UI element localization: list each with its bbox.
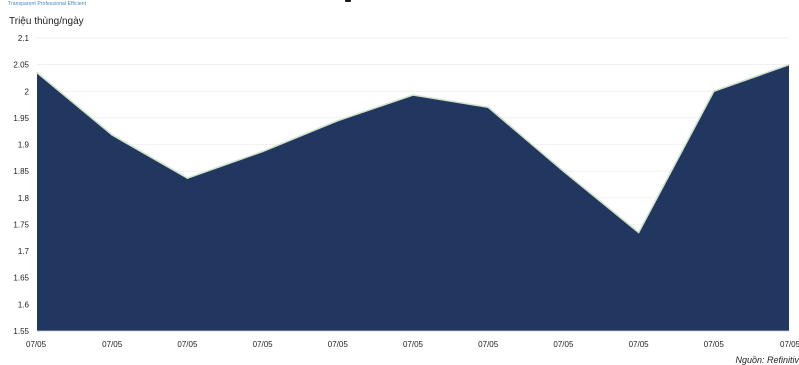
x-tick-label: 07/05 bbox=[102, 340, 123, 349]
source-note: Nguồn: Refinitiv bbox=[735, 355, 799, 365]
data-point bbox=[713, 90, 715, 93]
y-tick-label: 1.75 bbox=[13, 220, 29, 229]
y-tick-label: 1.55 bbox=[13, 327, 29, 336]
x-tick-label: 07/05 bbox=[780, 340, 799, 349]
y-tick-label: 2 bbox=[25, 87, 30, 96]
data-point bbox=[111, 134, 113, 136]
y-tick-label: 1.8 bbox=[18, 194, 30, 203]
y-tick-label: 1.6 bbox=[18, 300, 30, 309]
data-point bbox=[487, 106, 490, 109]
data-point bbox=[261, 150, 264, 153]
data-point bbox=[788, 63, 790, 66]
data-point bbox=[637, 231, 640, 234]
y-tick-label: 2.05 bbox=[13, 61, 29, 70]
data-point bbox=[562, 170, 565, 172]
x-tick-label: 07/05 bbox=[704, 340, 725, 349]
x-tick-label: 07/05 bbox=[26, 340, 47, 349]
data-point bbox=[337, 119, 339, 122]
brand-tagline: Transparent Professional Efficient bbox=[8, 1, 87, 7]
y-tick-label: 1.65 bbox=[13, 274, 29, 283]
data-point bbox=[186, 177, 189, 179]
x-tick-label: 07/05 bbox=[328, 340, 349, 349]
x-tick-labels: 07/05 07/05 07/05 07/05 07/05 07/05 07/05 07/05… bbox=[26, 340, 799, 349]
x-tick-label: 07/05 bbox=[403, 340, 424, 349]
y-tick-label: 1.9 bbox=[18, 141, 30, 150]
y-tick-label: 1.7 bbox=[18, 247, 30, 256]
y-tick-label: 1.85 bbox=[13, 167, 29, 176]
x-tick-label: 07/05 bbox=[629, 340, 650, 349]
data-point bbox=[412, 94, 414, 96]
y-tick-labels: 1.55 1.6 1.65 1.7 1.75 1.8 1.85 1.9 1.95 2 2.05 2.1 bbox=[13, 34, 29, 336]
y-tick-label: 2.1 bbox=[18, 34, 30, 43]
x-tick-label: 07/05 bbox=[553, 340, 574, 349]
data-point bbox=[36, 71, 38, 74]
x-tick-label: 07/05 bbox=[177, 340, 198, 349]
x-tick-label: 07/05 bbox=[253, 340, 274, 349]
area-series bbox=[36, 63, 790, 332]
y-axis-label: Triệu thùng/ngày bbox=[9, 16, 84, 27]
title-fragment bbox=[345, 0, 351, 2]
x-tick-label: 07/05 bbox=[478, 340, 499, 349]
y-tick-label: 1.95 bbox=[13, 114, 29, 123]
area-fill bbox=[37, 64, 789, 332]
